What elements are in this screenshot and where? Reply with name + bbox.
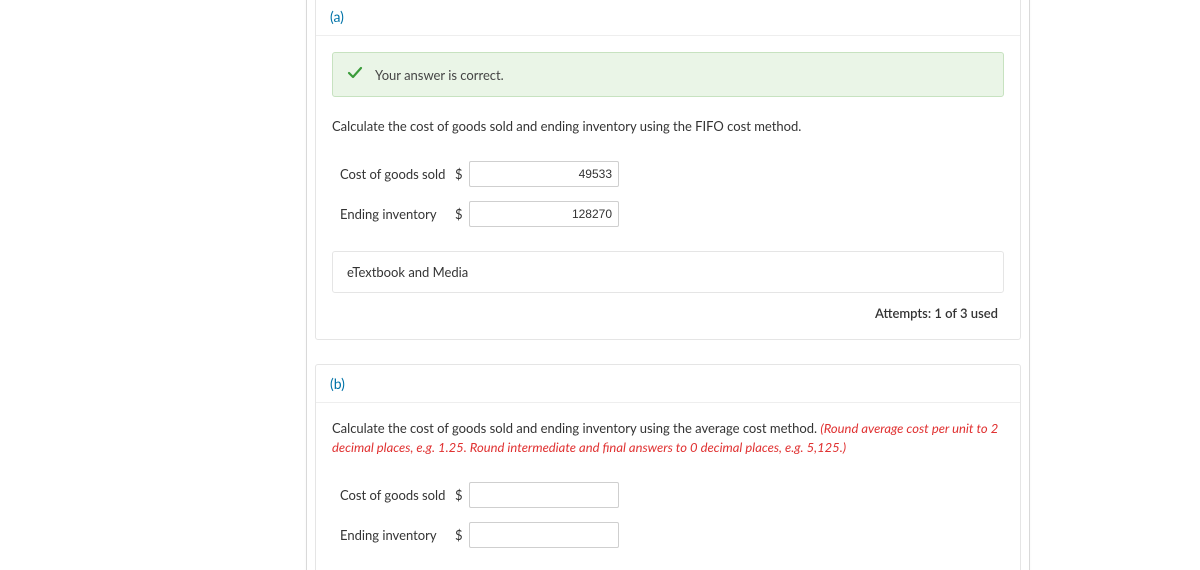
part-b-row-cogs: Cost of goods sold $ (340, 482, 1004, 508)
ending-label: Ending inventory (340, 206, 455, 222)
part-a-question: Calculate the cost of goods sold and end… (332, 117, 1004, 137)
part-b-header: (b) (316, 365, 1020, 403)
etextbook-link-a[interactable]: eTextbook and Media (332, 251, 1004, 293)
part-b-row-ending: Ending inventory $ (340, 522, 1004, 548)
part-a-row-cogs: Cost of goods sold $ (340, 161, 1004, 187)
ending-input-b[interactable] (469, 522, 619, 548)
correct-banner: Your answer is correct. (332, 52, 1004, 97)
cogs-input-b[interactable] (469, 482, 619, 508)
part-b-section: (b) Calculate the cost of goods sold and… (315, 364, 1021, 570)
part-b-label: (b) (330, 375, 345, 392)
currency-symbol: $ (455, 487, 469, 503)
part-b-question: Calculate the cost of goods sold and end… (332, 419, 1004, 458)
cogs-label-b: Cost of goods sold (340, 487, 455, 503)
ending-label-b: Ending inventory (340, 527, 455, 543)
etextbook-label: eTextbook and Media (347, 264, 468, 280)
question-panel: (a) Your answer is correct. Calculate th… (306, 0, 1030, 570)
part-a-body: Your answer is correct. Calculate the co… (316, 36, 1020, 339)
cogs-label: Cost of goods sold (340, 166, 455, 182)
part-a-header: (a) (316, 0, 1020, 36)
currency-symbol: $ (455, 206, 469, 222)
part-a-row-ending: Ending inventory $ (340, 201, 1004, 227)
attempts-a: Attempts: 1 of 3 used (332, 293, 1004, 325)
check-icon (347, 65, 363, 84)
ending-input-a[interactable] (469, 201, 619, 227)
part-b-body: Calculate the cost of goods sold and end… (316, 403, 1020, 570)
part-b-question-main: Calculate the cost of goods sold and end… (332, 420, 820, 436)
cogs-input-a[interactable] (469, 161, 619, 187)
part-a-section: (a) Your answer is correct. Calculate th… (315, 0, 1021, 340)
part-a-label: (a) (330, 8, 344, 25)
currency-symbol: $ (455, 166, 469, 182)
correct-message: Your answer is correct. (375, 67, 504, 83)
currency-symbol: $ (455, 527, 469, 543)
